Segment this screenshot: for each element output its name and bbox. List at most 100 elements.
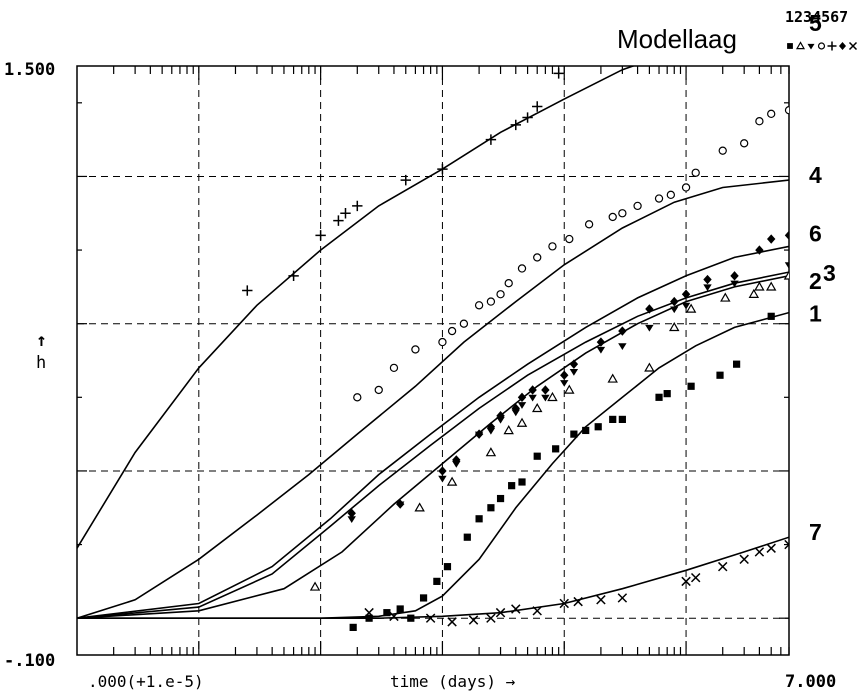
curve-label-5: 5 (809, 10, 822, 36)
data-point-series-1 (508, 482, 516, 490)
data-point-series-4 (666, 190, 676, 200)
data-point-series-4 (374, 385, 383, 395)
y-tick-label-top: 1.500 (4, 60, 55, 80)
data-point-series-1 (475, 515, 483, 523)
legend-marker-4 (817, 42, 826, 50)
data-point-series-1 (407, 614, 415, 622)
data-point-series-1 (663, 390, 671, 398)
legend-marker-6 (839, 42, 846, 50)
data-point-series-2 (765, 281, 777, 291)
data-point-series-6 (511, 403, 520, 414)
chart-title: Modellaag (617, 24, 737, 54)
data-point-series-5 (437, 163, 448, 175)
y-tick-label-bottom: -.100 (4, 651, 55, 671)
legend-marker-7 (848, 41, 858, 51)
model-curve-4 (77, 179, 789, 619)
data-point-series-4 (389, 363, 399, 373)
data-point-series-3 (618, 343, 627, 350)
data-point-series-4 (411, 345, 420, 354)
legend-marker-2 (795, 41, 806, 50)
data-point-series-4 (755, 117, 764, 126)
data-point-series-6 (517, 392, 527, 403)
data-point-series-1 (433, 577, 441, 585)
data-point-series-3 (438, 475, 447, 483)
data-point-series-7 (364, 607, 374, 618)
curve-label-7: 7 (809, 519, 822, 545)
data-point-series-4 (353, 393, 362, 402)
data-point-series-2 (414, 502, 425, 512)
data-point-series-1 (443, 563, 452, 571)
y-axis-label: h (36, 353, 46, 373)
data-point-series-1 (767, 312, 775, 320)
data-point-series-7 (739, 554, 749, 565)
data-point-series-1 (383, 609, 391, 617)
data-point-series-2 (720, 292, 731, 302)
plot-frame (76, 65, 790, 656)
data-point-series-1 (396, 605, 404, 613)
data-point-series-6 (670, 296, 679, 307)
model-curve-5 (77, 66, 636, 549)
data-point-series-4 (718, 146, 727, 155)
data-point-series-6 (755, 245, 764, 255)
curve-label-6: 6 (809, 220, 822, 246)
data-point-series-4 (784, 106, 789, 115)
data-point-series-6 (438, 466, 447, 476)
data-point-series-6 (618, 326, 627, 336)
data-point-series-5 (333, 215, 344, 226)
data-point-series-5 (584, 46, 594, 56)
data-point-series-2 (748, 288, 760, 298)
data-point-series-3 (541, 394, 550, 402)
x-tick-label-end: 7.000 (785, 672, 836, 692)
data-point-series-3 (528, 394, 537, 402)
data-point-series-5 (485, 134, 497, 145)
legend-marker-3 (807, 43, 815, 50)
model-curve-2 (77, 275, 789, 619)
grid (77, 66, 789, 655)
data-point-series-3 (703, 284, 712, 292)
data-point-series-3 (347, 516, 356, 523)
data-point-series-1 (419, 594, 428, 602)
data-point-series-5 (315, 230, 326, 241)
data-point-series-5 (522, 112, 533, 123)
curve-label-2: 2 (809, 268, 822, 294)
x-axis-label: time (days) → (390, 672, 516, 691)
data-point-series-3 (645, 324, 654, 332)
data-point-series-4 (533, 253, 542, 262)
data-point-series-2 (309, 581, 321, 591)
data-point-series-4 (517, 264, 527, 273)
data-point-series-4 (438, 337, 447, 347)
curve-label-1: 1 (809, 301, 822, 327)
data-point-series-5 (242, 285, 253, 296)
data-point-series-7 (486, 613, 496, 623)
data-point-series-5 (532, 101, 543, 112)
curve-end-labels: 5 4 632 1 7 (809, 10, 836, 545)
data-point-series-1 (552, 445, 560, 453)
y-axis-arrow: ↑ (36, 330, 47, 351)
data-point-series-7 (389, 611, 399, 622)
data-point-series-7 (573, 596, 583, 607)
data-point-series-4 (740, 139, 749, 148)
data-point-series-1 (487, 504, 495, 512)
data-point-series-4 (565, 234, 574, 244)
data-point-series-7 (447, 617, 457, 627)
model-curves (77, 66, 789, 620)
data-point-series-7 (511, 604, 521, 614)
data-point-series-1 (496, 494, 505, 503)
model-curve-6 (77, 245, 789, 619)
data-point-series-1 (609, 415, 617, 423)
data-point-series-7 (617, 593, 628, 603)
data-point-series-2 (485, 447, 497, 457)
data-point-series-3 (670, 306, 679, 314)
data-point-series-6 (347, 508, 356, 518)
data-point-series-7 (596, 595, 606, 605)
data-point-series-4 (767, 109, 776, 119)
data-point-series-1 (518, 478, 526, 486)
data-point-series-2 (547, 391, 558, 402)
data-point-series-5 (288, 270, 299, 282)
x-tick-label-start: .000(+1.e-5) (88, 672, 204, 691)
data-point-series-4 (584, 220, 594, 229)
data-point-series-3 (596, 346, 606, 354)
data-point-series-7 (468, 615, 479, 625)
data-point-series-3 (730, 280, 739, 288)
model-curve-1 (77, 311, 789, 620)
